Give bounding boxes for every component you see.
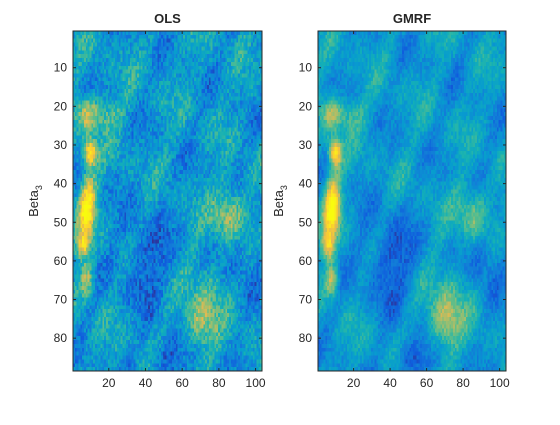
gmrf-y-ticks: 10 20 30 40 50 60 70 80 (299, 61, 506, 345)
gmrf-y-label-subscript: 3 (279, 185, 289, 190)
ols-y-label-subscript: 3 (34, 185, 44, 190)
gmrf-x-tick-label: 40 (383, 376, 397, 390)
gmrf-x-tick-label: 60 (420, 376, 434, 390)
gmrf-heatmap (318, 31, 506, 371)
ols-x-tick-label: 40 (139, 376, 153, 390)
gmrf-y-label-text: Beta (271, 189, 286, 217)
ols-y-tick-label: 60 (54, 254, 68, 268)
ols-panel: 20 40 60 80 100 10 20 30 40 50 60 70 80 OLS Beta3 (26, 11, 266, 390)
ols-y-ticks: 10 20 30 40 50 60 70 80 (54, 61, 262, 345)
gmrf-x-tick-label: 100 (490, 376, 510, 390)
gmrf-x-tick-label: 20 (347, 376, 361, 390)
ols-x-tick-label: 20 (102, 376, 116, 390)
gmrf-y-tick-label: 70 (299, 293, 313, 307)
gmrf-y-axis-label: Beta3 (271, 185, 289, 217)
ols-heatmap (73, 31, 262, 371)
gmrf-y-tick-label: 30 (299, 138, 313, 152)
ols-axes-box (72, 30, 263, 372)
gmrf-panel: 20 40 60 80 100 10 20 30 40 50 60 70 80 GMRF Beta3 (271, 11, 510, 390)
gmrf-x-ticks: 20 40 60 80 100 (347, 31, 510, 390)
gmrf-y-tick-label: 60 (299, 254, 313, 268)
ols-x-tick-label: 80 (212, 376, 226, 390)
ols-y-label-text: Beta (26, 189, 41, 217)
ols-y-tick-label: 50 (54, 215, 68, 229)
ols-x-tick-label: 60 (175, 376, 189, 390)
ols-y-tick-label: 30 (54, 138, 68, 152)
gmrf-y-tick-label: 40 (299, 177, 313, 191)
ols-y-tick-label: 10 (54, 61, 68, 75)
ols-y-tick-label: 70 (54, 293, 68, 307)
gmrf-axes-box (317, 30, 507, 372)
ols-x-ticks: 20 40 60 80 100 (102, 31, 266, 390)
gmrf-y-tick-label: 10 (299, 61, 313, 75)
gmrf-y-tick-label: 20 (299, 99, 313, 113)
gmrf-x-tick-label: 80 (456, 376, 470, 390)
ols-y-tick-label: 40 (54, 177, 68, 191)
ols-x-tick-label: 100 (246, 376, 266, 390)
gmrf-title: GMRF (393, 11, 431, 26)
ols-y-tick-label: 80 (54, 331, 68, 345)
ols-title: OLS (154, 11, 181, 26)
gmrf-y-tick-label: 50 (299, 215, 313, 229)
ols-y-tick-label: 20 (54, 99, 68, 113)
gmrf-y-tick-label: 80 (299, 331, 313, 345)
ols-y-axis-label: Beta3 (26, 185, 44, 217)
